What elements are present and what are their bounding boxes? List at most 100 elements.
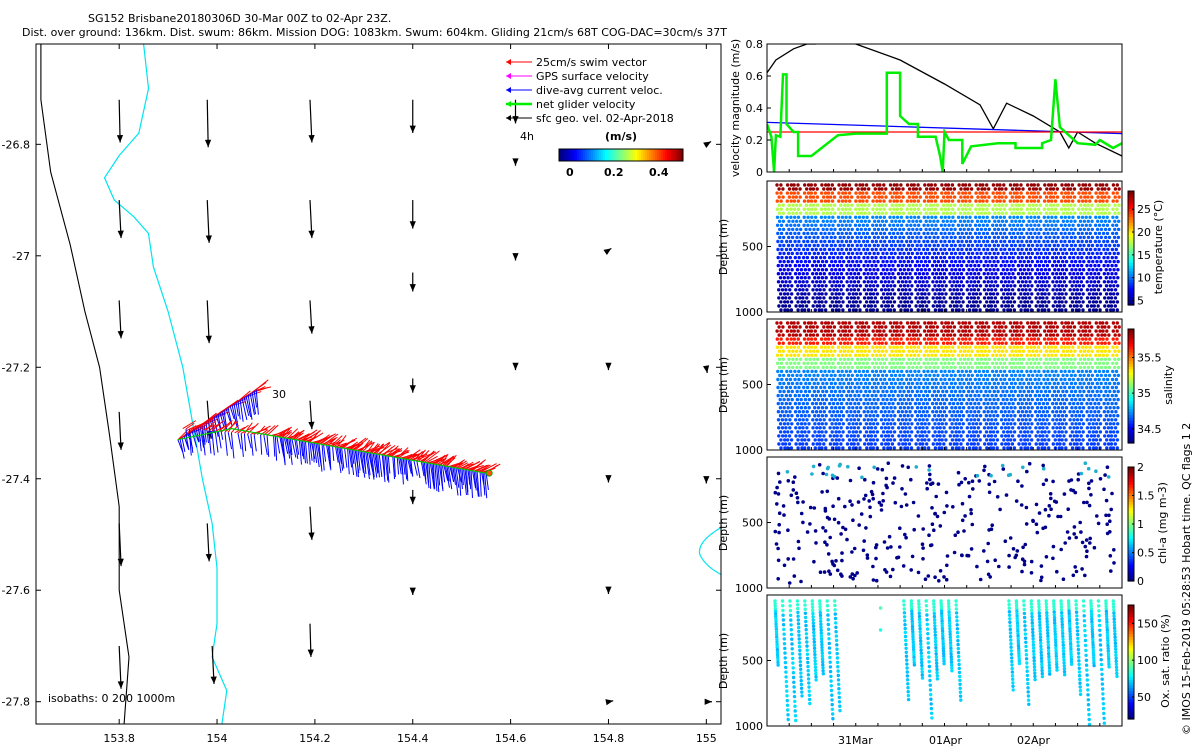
profile-dot — [815, 280, 819, 284]
profile-dot — [993, 434, 998, 438]
profile-dot — [803, 389, 808, 394]
profile-dot — [1059, 247, 1063, 252]
profile-dot — [845, 288, 849, 292]
profile-dot — [1010, 211, 1014, 215]
geo-vector-head — [512, 253, 519, 261]
profile-dot — [882, 207, 886, 211]
profile-dot — [1003, 393, 1007, 398]
profile-dot — [858, 276, 863, 280]
geo-vector-head — [308, 326, 315, 334]
profile-dot — [805, 263, 809, 268]
profile-dot — [1055, 288, 1059, 292]
profile-dot — [997, 195, 1001, 199]
profile-dot — [953, 397, 958, 402]
geo-vector-head — [210, 676, 217, 684]
profile-dot — [788, 410, 792, 414]
profile-dot — [956, 410, 960, 414]
profile-dot — [798, 333, 802, 337]
profile-dot — [943, 231, 947, 236]
profile-dot — [879, 401, 883, 406]
profile-dot — [958, 227, 963, 232]
profile-dot — [858, 414, 863, 418]
swim-vector — [282, 427, 291, 438]
profile-dot — [827, 369, 831, 374]
profile-dot — [979, 251, 983, 256]
profile-dot — [809, 199, 814, 203]
profile-dot — [951, 369, 955, 374]
profile-dot — [915, 406, 920, 410]
profile-dot — [782, 422, 787, 426]
profile-dot — [895, 321, 899, 325]
profile-dot — [833, 259, 838, 264]
profile-dot — [964, 207, 968, 211]
profile-dot — [908, 280, 912, 284]
profile-dot — [908, 418, 912, 422]
profile-dot — [1081, 284, 1086, 288]
profile-dot — [896, 255, 900, 260]
profile-dot — [866, 442, 871, 446]
profile-dot — [1050, 231, 1054, 236]
profile-dot — [1113, 288, 1118, 292]
current-vector — [208, 430, 212, 454]
profile-dot — [867, 243, 872, 248]
profile-dot — [838, 268, 842, 272]
profile-dot — [874, 385, 878, 390]
profile-dot — [796, 329, 800, 333]
profile-dot — [958, 349, 963, 353]
profile-dot — [993, 211, 997, 215]
profile-dot — [841, 191, 845, 195]
profile-dot — [817, 292, 821, 296]
profile-dot — [789, 438, 794, 442]
profile-dot — [992, 373, 997, 378]
profile-dot — [821, 251, 825, 256]
profile-dot — [856, 288, 861, 292]
profile-dot — [1002, 199, 1006, 203]
profile-dot — [978, 329, 982, 333]
swim-vector — [446, 454, 457, 467]
profile-dot — [853, 231, 858, 236]
profile-dot — [846, 373, 851, 378]
profile-dot — [947, 199, 951, 203]
profile-dot — [1047, 308, 1051, 312]
profile-dot — [828, 442, 833, 446]
profile-dot — [915, 219, 919, 223]
profile-dot — [837, 337, 841, 341]
profile-dot — [1042, 231, 1046, 236]
profile-dot — [806, 223, 810, 227]
profile-dot — [888, 308, 893, 312]
profile-dot — [906, 251, 911, 256]
profile-dot — [1001, 373, 1005, 378]
profile-dot — [862, 239, 866, 244]
profile-dot — [845, 434, 850, 438]
profile-dot — [992, 235, 997, 240]
colorbar-swatch — [1128, 265, 1134, 269]
profile-dot — [794, 426, 798, 430]
profile-dot — [824, 406, 829, 410]
profile-dot — [932, 397, 937, 402]
profile-dot — [901, 304, 905, 308]
current-vector — [473, 471, 477, 491]
profile-dot — [1077, 183, 1081, 187]
profile-dot — [805, 247, 810, 252]
profile-dot — [979, 219, 984, 223]
profile-dot — [797, 401, 801, 406]
profile-dot — [992, 268, 996, 272]
profile-dot — [933, 430, 937, 434]
profile-dot — [1093, 263, 1097, 268]
profile-dot — [940, 406, 945, 410]
profile-dot — [791, 187, 796, 191]
colorbar-swatch — [1128, 219, 1134, 223]
profile-dot — [977, 247, 981, 252]
profile-dot — [1026, 268, 1031, 272]
profile-dot — [824, 268, 829, 272]
profile-dot — [885, 389, 889, 394]
profile-dot — [893, 422, 897, 426]
profile-dot — [994, 231, 999, 236]
profile-dot — [958, 389, 962, 394]
profile-dot — [864, 284, 869, 288]
profile-dot — [805, 418, 809, 422]
profile-dot — [1112, 276, 1116, 280]
profile-dot — [969, 410, 973, 414]
profile-dot — [979, 268, 983, 272]
profile-dot — [1065, 219, 1070, 223]
